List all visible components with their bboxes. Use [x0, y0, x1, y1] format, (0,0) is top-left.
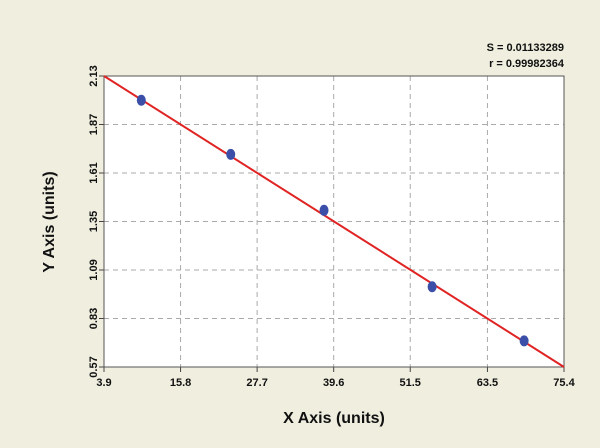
x-tick-label: 51.5	[400, 377, 421, 389]
fit-line	[103, 75, 565, 368]
y-tick-label: 2.13	[88, 65, 100, 86]
annotation: S = 0.01133289	[487, 42, 564, 54]
x-tick-label: 3.9	[96, 377, 111, 389]
data-point	[226, 148, 236, 160]
x-tick-label: 75.4	[553, 377, 575, 389]
data-point	[427, 281, 437, 293]
x-tick-label: 63.5	[477, 377, 498, 389]
x-tick-label: 15.8	[170, 377, 191, 389]
annotation: r = 0.99982364	[489, 58, 565, 70]
x-axis-title: X Axis (units)	[283, 410, 385, 427]
y-axis-title: Y Axis (units)	[41, 171, 58, 272]
y-tick-label: 1.09	[88, 259, 100, 280]
data-point	[136, 94, 146, 106]
plot-border	[103, 75, 565, 368]
data-point	[319, 204, 329, 216]
y-tick-label: 1.61	[88, 162, 100, 183]
y-tick-label: 0.83	[88, 308, 100, 329]
y-tick-label: 1.87	[88, 114, 100, 135]
x-tick-label: 27.7	[246, 377, 267, 389]
x-tick-label: 39.6	[323, 377, 344, 389]
y-tick-label: 0.57	[88, 356, 100, 377]
data-point	[519, 335, 529, 347]
y-tick-label: 1.35	[88, 211, 100, 232]
